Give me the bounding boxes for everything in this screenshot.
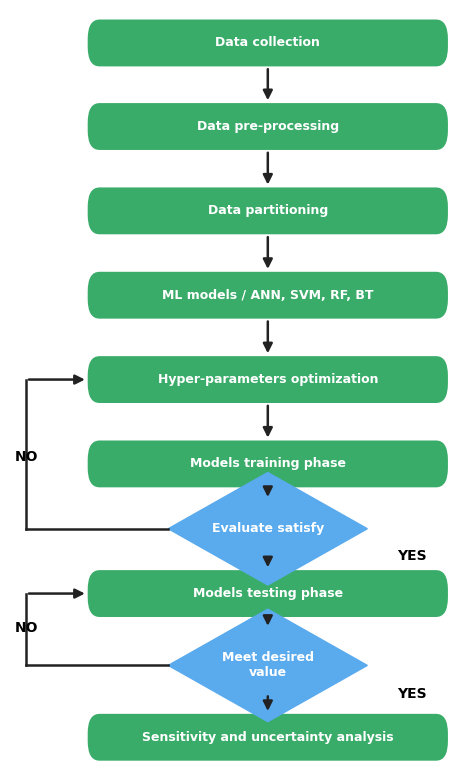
FancyBboxPatch shape bbox=[88, 356, 448, 403]
Text: Models testing phase: Models testing phase bbox=[193, 587, 343, 600]
Text: Hyper-parameters optimization: Hyper-parameters optimization bbox=[157, 373, 378, 386]
Text: Data partitioning: Data partitioning bbox=[208, 205, 328, 217]
FancyBboxPatch shape bbox=[88, 570, 448, 617]
FancyBboxPatch shape bbox=[88, 714, 448, 761]
FancyBboxPatch shape bbox=[88, 440, 448, 487]
Text: Data pre-processing: Data pre-processing bbox=[197, 120, 339, 133]
Polygon shape bbox=[168, 473, 367, 585]
Text: Meet desired
value: Meet desired value bbox=[222, 651, 314, 679]
Text: YES: YES bbox=[398, 549, 427, 563]
Text: YES: YES bbox=[398, 686, 427, 701]
Text: NO: NO bbox=[14, 621, 38, 635]
Text: Models training phase: Models training phase bbox=[190, 458, 346, 470]
Text: Evaluate satisfy: Evaluate satisfy bbox=[212, 522, 324, 535]
Polygon shape bbox=[168, 609, 367, 722]
Text: Data collection: Data collection bbox=[215, 37, 320, 49]
FancyBboxPatch shape bbox=[88, 272, 448, 319]
Text: ML models / ANN, SVM, RF, BT: ML models / ANN, SVM, RF, BT bbox=[162, 289, 374, 301]
FancyBboxPatch shape bbox=[88, 20, 448, 66]
FancyBboxPatch shape bbox=[88, 187, 448, 234]
FancyBboxPatch shape bbox=[88, 103, 448, 150]
Text: NO: NO bbox=[14, 450, 38, 464]
Text: Sensitivity and uncertainty analysis: Sensitivity and uncertainty analysis bbox=[142, 731, 393, 744]
